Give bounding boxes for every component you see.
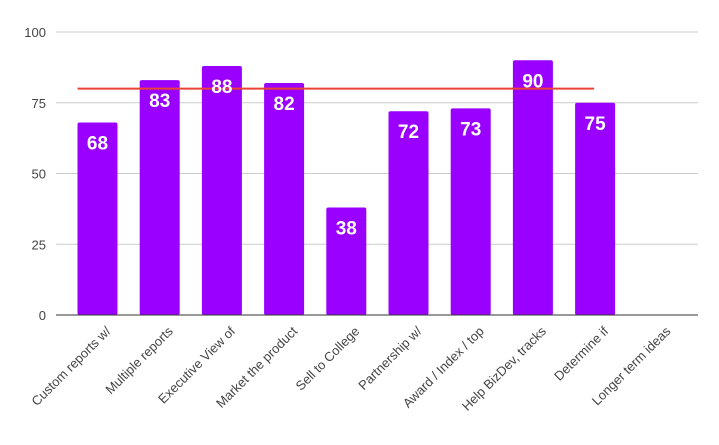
bar [139,80,180,315]
bar-value-label: 73 [460,119,481,140]
bar [77,122,118,315]
y-tick-label: 25 [32,237,46,252]
y-tick-label: 50 [32,167,46,182]
bar [388,111,429,316]
bar [575,102,616,315]
bar-value-label: 90 [522,71,543,92]
bar [264,82,305,315]
bar-value-label: 38 [336,218,357,239]
bar-value-label: 88 [211,77,232,98]
bar [201,65,242,316]
x-axis-category-labels: Custom reports w/Multiple reportsExecuti… [28,323,673,413]
category-label: Custom reports w/ [28,323,113,408]
data-labels: 68 83 88 82 38 72 73 90 75 [87,71,606,239]
y-tick-label: 75 [32,96,46,111]
bar-value-label: 68 [87,134,108,155]
bar [326,207,367,315]
category-label: Sell to College [293,324,363,394]
category-label: Determine if [551,323,611,383]
bar-value-label: 82 [274,94,295,115]
bar [450,108,491,315]
bars [77,60,616,316]
bar-value-label: 75 [585,114,607,135]
y-tick-label: 0 [39,308,46,323]
bar-value-label: 72 [398,122,419,143]
y-tick-label: 100 [24,25,46,40]
category-label: Partnership w/ [355,323,425,393]
bar [512,60,553,315]
y-axis-tick-labels: 0 25 50 75 100 [24,25,46,323]
bar-value-label: 83 [149,91,170,112]
